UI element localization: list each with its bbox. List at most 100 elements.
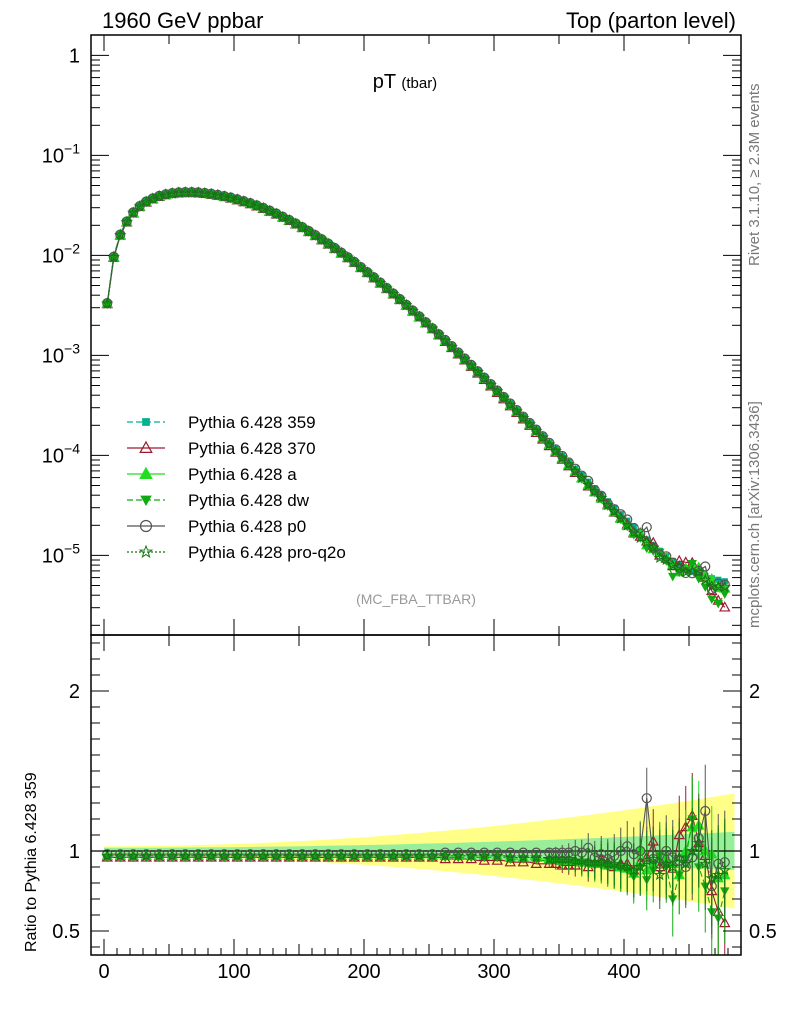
ratio-y-tick-label-left: 2 bbox=[69, 681, 80, 703]
main-marker bbox=[328, 241, 341, 254]
main-marker bbox=[497, 391, 510, 404]
x-tick-label: 100 bbox=[217, 961, 250, 983]
main-y-tick-label: 10−4 bbox=[42, 440, 80, 467]
main-marker bbox=[660, 553, 673, 566]
main-marker bbox=[668, 572, 678, 582]
ratio-marker bbox=[653, 868, 666, 881]
ratio-marker bbox=[101, 849, 114, 862]
ratio-marker bbox=[140, 849, 153, 862]
x-tick-label: 300 bbox=[477, 961, 510, 983]
ratio-marker bbox=[614, 858, 627, 871]
main-marker bbox=[504, 398, 517, 411]
ratio-marker bbox=[440, 847, 451, 858]
ratio-plot-area bbox=[91, 764, 741, 955]
main-marker bbox=[510, 404, 523, 417]
ratio-marker bbox=[179, 849, 192, 862]
main-marker bbox=[107, 250, 120, 263]
ratio-marker bbox=[479, 847, 490, 858]
main-marker bbox=[354, 261, 367, 273]
main-marker bbox=[687, 560, 697, 569]
ratio-ticks: 0.5 0.5 1 1 2 2 0 100 200 300 400 bbox=[52, 635, 777, 983]
main-title: pT (tbar) bbox=[373, 71, 437, 93]
legend-label: Pythia 6.428 p0 bbox=[188, 517, 306, 536]
ratio-marker bbox=[426, 849, 439, 862]
ratio-marker bbox=[127, 849, 140, 862]
main-marker bbox=[192, 186, 205, 199]
main-marker bbox=[692, 565, 705, 578]
main-y-ticks: 1 10−1 10−2 10−3 10−4 10−5 bbox=[42, 35, 741, 635]
ratio-y-tick-label-right: 0.5 bbox=[749, 921, 777, 943]
main-marker bbox=[348, 255, 361, 268]
main-marker bbox=[315, 233, 328, 245]
main-marker bbox=[478, 371, 491, 384]
main-marker bbox=[322, 237, 335, 250]
ratio-marker bbox=[361, 849, 374, 862]
main-marker bbox=[297, 224, 307, 233]
ratio-marker bbox=[699, 857, 712, 870]
main-marker bbox=[556, 451, 569, 463]
ratio-marker bbox=[439, 849, 452, 862]
main-marker bbox=[452, 346, 465, 359]
main-marker bbox=[388, 290, 398, 300]
ratio-marker bbox=[505, 847, 516, 858]
main-marker bbox=[471, 365, 484, 378]
main-marker bbox=[140, 195, 153, 208]
main-marker bbox=[414, 313, 424, 323]
legend-marker bbox=[139, 466, 153, 479]
main-marker bbox=[439, 334, 452, 347]
ratio-marker bbox=[530, 857, 542, 869]
ratio-y-axis-label: Ratio to Pythia 6.428 359 bbox=[23, 772, 40, 952]
legend-marker bbox=[139, 519, 153, 533]
main-plot-area bbox=[101, 185, 731, 612]
main-marker bbox=[114, 228, 127, 241]
main-marker bbox=[257, 201, 270, 214]
main-marker bbox=[653, 551, 666, 564]
main-marker bbox=[393, 292, 406, 305]
legend-label: Pythia 6.428 359 bbox=[188, 413, 316, 432]
main-marker bbox=[135, 203, 145, 212]
main-marker bbox=[713, 578, 724, 589]
main-marker bbox=[466, 362, 476, 372]
legend-entry-0: Pythia 6.428 359 bbox=[127, 413, 316, 432]
ratio-marker bbox=[114, 849, 127, 862]
ratio-marker bbox=[466, 847, 477, 858]
ratio-marker bbox=[679, 857, 692, 870]
legend-marker bbox=[139, 440, 153, 453]
main-y-tick-label: 1 bbox=[69, 45, 80, 67]
legend-entry-5: Pythia 6.428 pro-q2o bbox=[127, 543, 346, 562]
main-marker bbox=[562, 457, 575, 470]
header-left-label: 1960 GeV ppbar bbox=[102, 8, 264, 33]
ratio-marker bbox=[641, 793, 652, 804]
main-marker bbox=[530, 424, 543, 437]
ratio-marker bbox=[491, 849, 504, 862]
ratio-marker bbox=[309, 849, 322, 862]
main-marker bbox=[445, 340, 458, 353]
main-marker bbox=[427, 325, 437, 335]
main-marker bbox=[401, 301, 411, 311]
ratio-marker bbox=[218, 849, 231, 862]
main-marker bbox=[362, 269, 372, 278]
header-right-label: Top (parton level) bbox=[566, 8, 736, 33]
main-marker bbox=[231, 193, 244, 205]
main-marker bbox=[694, 575, 704, 584]
ratio-marker bbox=[231, 849, 244, 862]
main-marker bbox=[218, 190, 231, 202]
main-marker bbox=[374, 276, 387, 289]
ratio-marker bbox=[413, 849, 426, 862]
main-marker bbox=[601, 498, 614, 511]
main-marker bbox=[387, 287, 400, 300]
legend-marker bbox=[142, 418, 150, 426]
main-marker bbox=[673, 560, 686, 573]
main-marker bbox=[718, 580, 731, 593]
ratio-y-tick-label-right: 1 bbox=[749, 841, 760, 863]
ratio-y-tick-label-left: 1 bbox=[69, 841, 80, 863]
main-marker bbox=[700, 561, 711, 572]
main-marker bbox=[647, 541, 660, 553]
main-marker bbox=[102, 300, 112, 309]
ratio-marker bbox=[492, 847, 503, 858]
main-marker bbox=[395, 296, 405, 305]
ratio-marker bbox=[647, 852, 660, 865]
main-marker bbox=[523, 417, 536, 430]
ratio-marker bbox=[465, 849, 478, 862]
main-marker bbox=[679, 565, 692, 578]
